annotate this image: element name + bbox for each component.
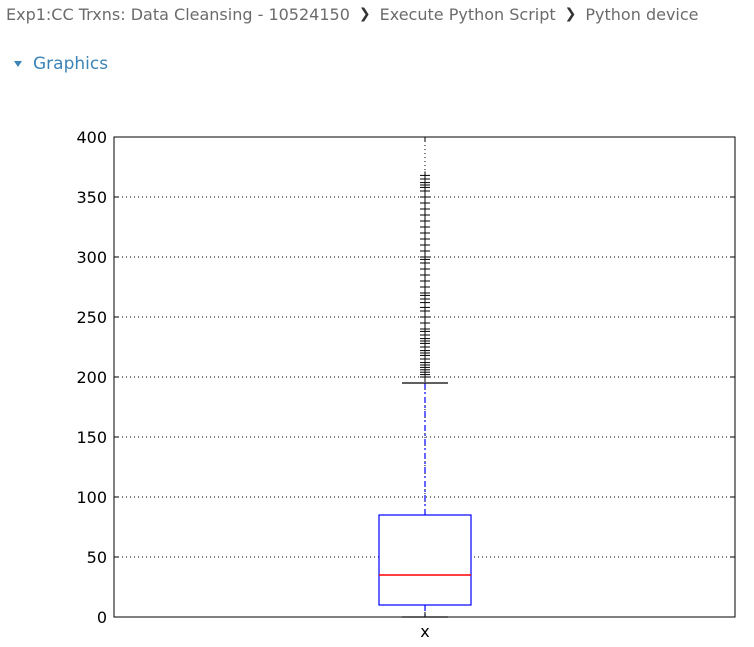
x-tick-label: x bbox=[420, 622, 429, 641]
y-tick-label: 100 bbox=[76, 488, 107, 507]
breadcrumb-item-module[interactable]: Execute Python Script bbox=[379, 5, 556, 24]
triangle-down-icon bbox=[14, 61, 22, 67]
graphics-section-toggle[interactable]: Graphics bbox=[14, 54, 108, 74]
breadcrumb-item-experiment[interactable]: Exp1:CC Trxns: Data Cleansing - 10524150 bbox=[6, 5, 350, 24]
y-tick-label: 0 bbox=[97, 608, 107, 627]
breadcrumb-item-output: Python device bbox=[585, 5, 699, 24]
y-tick-label: 400 bbox=[76, 128, 107, 147]
y-tick-label: 150 bbox=[76, 428, 107, 447]
y-tick-label: 50 bbox=[87, 548, 107, 567]
y-tick-label: 300 bbox=[76, 248, 107, 267]
outlier-point bbox=[420, 171, 430, 180]
y-axis-ticks: 0 50 100 150 200 250 300 350 400 bbox=[76, 128, 735, 627]
chevron-right-icon: ❯ bbox=[564, 5, 577, 22]
x-axis-ticks: x bbox=[420, 137, 430, 641]
y-tick-label: 200 bbox=[76, 368, 107, 387]
chevron-right-icon: ❯ bbox=[358, 5, 371, 22]
plot-elements bbox=[378, 171, 472, 618]
iqr-box bbox=[378, 514, 472, 606]
y-tick-label: 350 bbox=[76, 188, 107, 207]
section-title: Graphics bbox=[33, 54, 109, 74]
breadcrumb: Exp1:CC Trxns: Data Cleansing - 10524150… bbox=[6, 5, 699, 24]
y-tick-label: 250 bbox=[76, 308, 107, 327]
